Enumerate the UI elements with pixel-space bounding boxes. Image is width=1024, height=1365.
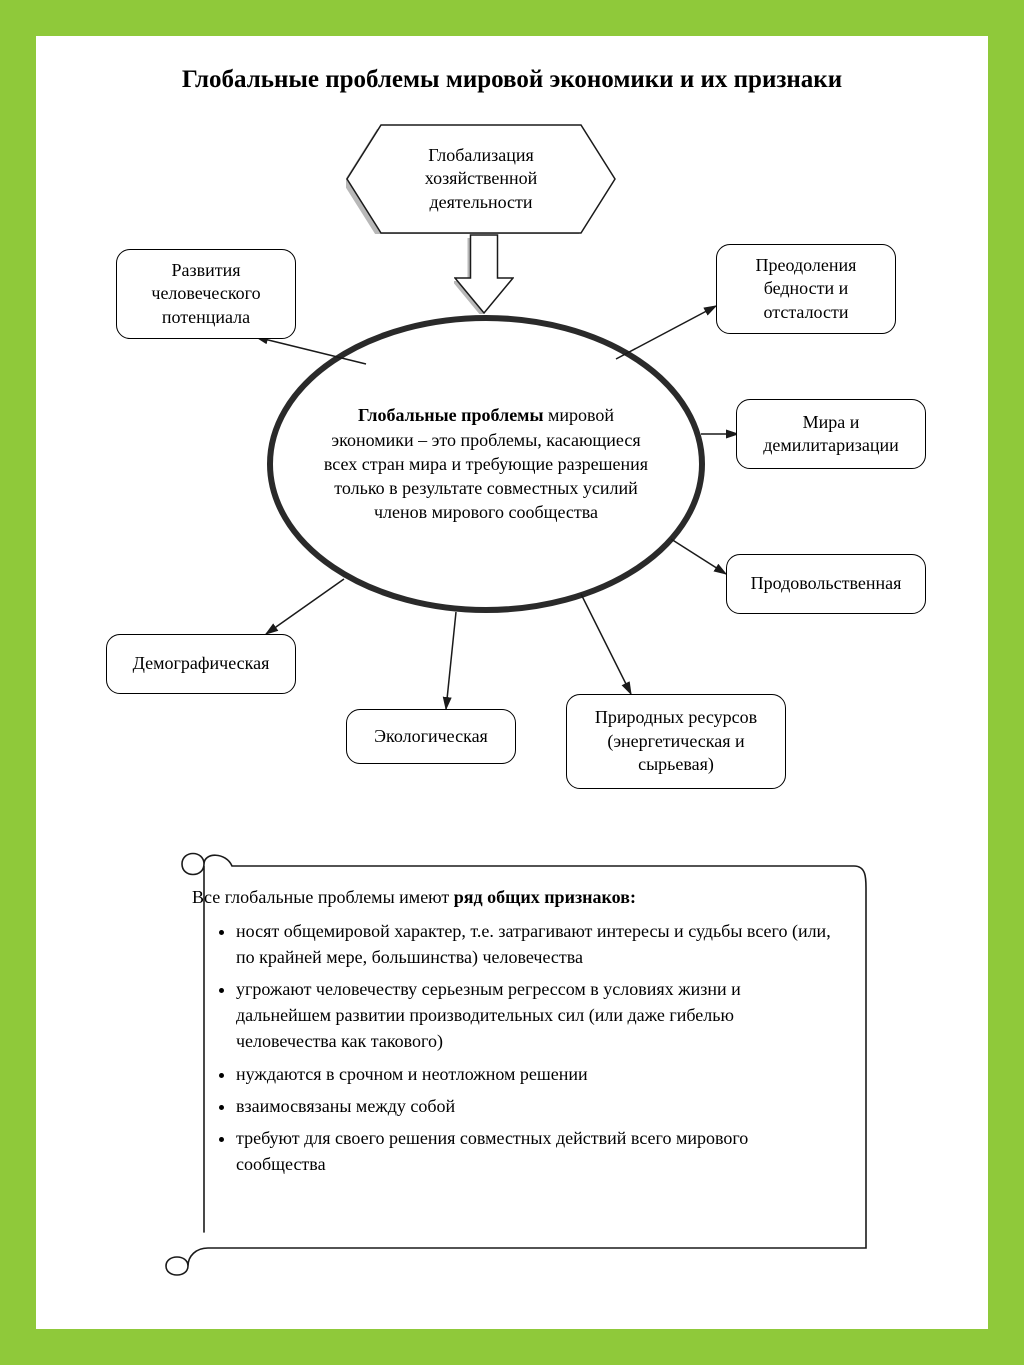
page: Глобальные проблемы мировой экономики и … bbox=[36, 36, 988, 1329]
scroll-item: нуждаются в срочном и неотложном решении bbox=[236, 1061, 832, 1087]
scroll-item: носят общемировой характер, т.е. затраги… bbox=[236, 918, 832, 970]
scroll-list: носят общемировой характер, т.е. затраги… bbox=[192, 918, 832, 1177]
scroll-item: взаимосвязаны между собой bbox=[236, 1093, 832, 1119]
hexagon-node: Глобализация хозяйственной деятельности bbox=[346, 124, 616, 234]
diagram-canvas: Глобализация хозяйственной деятельности … bbox=[76, 114, 948, 834]
scroll-intro-plain: Все глобальные проблемы имеют bbox=[192, 887, 454, 907]
frame-border: Глобальные проблемы мировой экономики и … bbox=[0, 0, 1024, 1365]
box-b2: Преодоления бедности и отсталости bbox=[716, 244, 896, 334]
hexagon-label: Глобализация хозяйственной деятельности bbox=[346, 144, 616, 214]
box-b7: Демографическая bbox=[106, 634, 296, 694]
box-b4: Продовольственная bbox=[726, 554, 926, 614]
box-b1: Развития человеческого потенциала bbox=[116, 249, 296, 339]
page-title: Глобальные проблемы мировой экономики и … bbox=[76, 66, 948, 94]
ellipse-text-bold: Глобальные проблемы bbox=[358, 405, 544, 425]
box-b5: Природных ресурсов (энергетическая и сыр… bbox=[566, 694, 786, 789]
box-b6: Экологическая bbox=[346, 709, 516, 764]
scroll-intro: Все глобальные проблемы имеют ряд общих … bbox=[192, 884, 832, 910]
ellipse-text: Глобальные проблемы мировой экономики – … bbox=[266, 403, 706, 524]
down-arrow-icon bbox=[454, 234, 514, 314]
scroll-panel: Все глобальные проблемы имеют ряд общих … bbox=[152, 844, 872, 1284]
ellipse-node: Глобальные проблемы мировой экономики – … bbox=[266, 314, 706, 614]
scroll-item: требуют для своего решения совместных де… bbox=[236, 1125, 832, 1177]
scroll-intro-bold: ряд общих признаков: bbox=[454, 887, 636, 907]
box-b3: Мира и демилитаризации bbox=[736, 399, 926, 469]
scroll-content: Все глобальные проблемы имеют ряд общих … bbox=[192, 884, 832, 1183]
scroll-item: угрожают человечеству серьезным регрессо… bbox=[236, 976, 832, 1054]
